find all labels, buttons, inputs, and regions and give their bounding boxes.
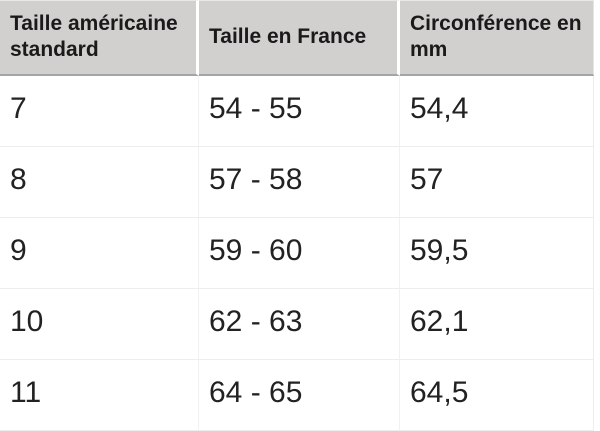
cell-us-size: 9	[0, 218, 199, 289]
cell-french-size: 54 - 55	[199, 76, 400, 147]
cell-us-size: 11	[0, 360, 199, 431]
cell-circumference: 64,5	[400, 360, 594, 431]
cell-circumference: 54,4	[400, 76, 594, 147]
table-row: 8 57 - 58 57	[0, 147, 594, 218]
cell-us-size: 8	[0, 147, 199, 218]
cell-us-size: 10	[0, 289, 199, 360]
table-row: 7 54 - 55 54,4	[0, 76, 594, 147]
cell-french-size: 64 - 65	[199, 360, 400, 431]
cell-us-size: 7	[0, 76, 199, 147]
cell-french-size: 59 - 60	[199, 218, 400, 289]
table-header-row: Taille américaine standard Taille en Fra…	[0, 0, 594, 76]
cell-french-size: 57 - 58	[199, 147, 400, 218]
cell-french-size: 62 - 63	[199, 289, 400, 360]
table-row: 9 59 - 60 59,5	[0, 218, 594, 289]
column-header-french-size: Taille en France	[199, 0, 400, 76]
table-row: 10 62 - 63 62,1	[0, 289, 594, 360]
column-header-us-size: Taille américaine standard	[0, 0, 199, 76]
table-row: 11 64 - 65 64,5	[0, 360, 594, 431]
cell-circumference: 57	[400, 147, 594, 218]
column-header-circumference: Circonférence en mm	[400, 0, 594, 76]
cell-circumference: 62,1	[400, 289, 594, 360]
cell-circumference: 59,5	[400, 218, 594, 289]
